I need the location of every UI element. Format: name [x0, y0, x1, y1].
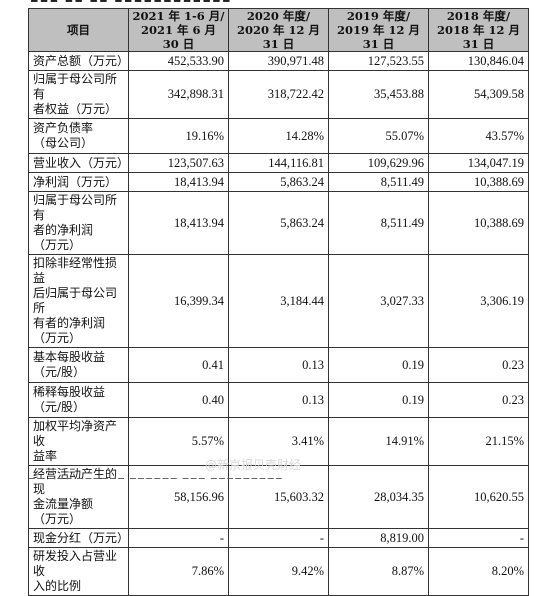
cell-value: 3,306.19	[428, 254, 529, 348]
table-row: 稀释每股收益 （元/股） 0.40 0.13 0.19 0.23	[28, 382, 529, 418]
table-row: 净利润（万元） 18,413.94 5,863.24 8,511.49 10,3…	[28, 172, 529, 192]
table-row: 归属于母公司所有 者的净利润 （万元） 18,413.94 5,863.24 8…	[28, 191, 529, 255]
row-label: 扣除非经常性损益 后归属于母公司所 有者的净利润 （万元）	[28, 254, 129, 348]
cell-value: 10,388.69	[428, 191, 529, 255]
cell-value: -	[228, 528, 329, 548]
cell-value: 8,819.00	[328, 528, 429, 548]
cell-value: 43.57%	[428, 118, 529, 154]
header-period-line: 2021 年 6 月 30 日	[140, 23, 217, 51]
cell-value: 5,863.24	[228, 172, 329, 192]
table-header-row: 项目 2021 年 1-6 月/ 2021 年 6 月 30 日 2020 年度…	[28, 8, 529, 52]
table-row: 基本每股收益 （元/股） 0.41 0.13 0.19 0.23	[28, 347, 529, 383]
cell-value: 14.28%	[228, 118, 329, 154]
table-row: 资产负债率 （母公司） 19.16% 14.28% 55.07% 43.57%	[28, 118, 529, 154]
table-row: 现金分红（万元） - - 8,819.00 -	[28, 528, 529, 548]
cell-value: 0.41	[128, 347, 229, 383]
header-period-2021h1: 2021 年 1-6 月/ 2021 年 6 月 30 日	[128, 8, 229, 52]
cell-value: 8.87%	[328, 547, 429, 596]
row-label: 基本每股收益 （元/股）	[28, 347, 129, 383]
header-period-2020: 2020 年度/ 2020 年 12 月 31 日	[228, 8, 329, 52]
table-row: 营业收入（万元） 123,507.63 144,116.81 109,629.9…	[28, 153, 529, 173]
header-period-line: 2020 年 12 月 31 日	[236, 23, 321, 51]
row-label: 资产负债率 （母公司）	[28, 118, 129, 154]
header-period-line: 2019 年度/	[346, 9, 411, 23]
cell-value: 54,309.58	[428, 70, 529, 119]
cell-value: 0.19	[328, 347, 429, 383]
cell-value: 5,863.24	[228, 191, 329, 255]
table-row: 扣除非经常性损益 后归属于母公司所 有者的净利润 （万元） 16,399.34 …	[28, 254, 529, 348]
header-period-line: 2020 年度/	[246, 9, 311, 23]
cell-value: 0.13	[228, 347, 329, 383]
top-cropped-text: ▪▪▪ ▪▪ ▪▪ ▪▪▪▪▪▪▪▪▪▪▪▪	[0, 0, 550, 8]
cell-value: 55.07%	[328, 118, 429, 154]
cell-value: 16,399.34	[128, 254, 229, 348]
header-period-line: 2019 年 12 月 31 日	[336, 23, 421, 51]
cell-value: 109,629.96	[328, 153, 429, 173]
cell-value: 8,511.49	[328, 172, 429, 192]
header-period-2018: 2018 年度/ 2018 年 12 月 31 日	[428, 8, 529, 52]
cell-value: 7.86%	[128, 547, 229, 596]
row-label: 加权平均净资产收 益率	[28, 417, 129, 466]
row-label: 研发投入占营业收 入的比例	[28, 547, 129, 596]
row-label: 归属于母公司所有 者的净利润 （万元）	[28, 191, 129, 255]
cell-value: -	[428, 528, 529, 548]
cell-value: 3,184.44	[228, 254, 329, 348]
cell-value: 18,413.94	[128, 191, 229, 255]
header-item: 项目	[28, 8, 129, 52]
cell-value: 452,533.90	[128, 51, 229, 71]
cell-value: 10,388.69	[428, 172, 529, 192]
cell-value: 123,507.63	[128, 153, 229, 173]
cell-value: 0.19	[328, 382, 429, 418]
table-row: 归属于母公司所有 者权益（万元） 342,898.31 318,722.42 3…	[28, 70, 529, 119]
header-period-line: 2018 年度/	[446, 9, 511, 23]
cell-value: 390,971.48	[228, 51, 329, 71]
table-row: 研发投入占营业收 入的比例 7.86% 9.42% 8.87% 8.20%	[28, 547, 529, 596]
row-label: 资产总额（万元）	[28, 51, 129, 71]
table-row: 资产总额（万元） 452,533.90 390,971.48 127,523.5…	[28, 51, 529, 71]
header-period-line: 2018 年 12 月 31 日	[436, 23, 521, 51]
bottom-cropped-text: ▪▪ ▪▪▪ ▪▪▪▪▪▪ ▪▪▪▪▪▪ ▪▪▪ ▪▪▪▪▪▪▪▪▪	[28, 472, 528, 479]
cell-value: 18,413.94	[128, 172, 229, 192]
cell-value: -	[128, 528, 229, 548]
table-row: 加权平均净资产收 益率 5.57% 3.41% 14.91% 21.15%	[28, 417, 529, 466]
cell-value: 144,116.81	[228, 153, 329, 173]
cell-value: 21.15%	[428, 417, 529, 466]
cell-value: 35,453.88	[328, 70, 429, 119]
row-label: 现金分红（万元）	[28, 528, 129, 548]
cell-value: 0.23	[428, 382, 529, 418]
cell-value: 14.91%	[328, 417, 429, 466]
cell-value: 127,523.55	[328, 51, 429, 71]
cell-value: 342,898.31	[128, 70, 229, 119]
cell-value: 130,846.04	[428, 51, 529, 71]
watermark-text: @新京报贝壳财经	[205, 458, 302, 472]
cell-value: 9.42%	[228, 547, 329, 596]
header-period-line: 2021 年 1-6 月/	[132, 9, 225, 23]
row-label: 归属于母公司所有 者权益（万元）	[28, 70, 129, 119]
cell-value: 8,511.49	[328, 191, 429, 255]
cell-value: 318,722.42	[228, 70, 329, 119]
cell-value: 134,047.19	[428, 153, 529, 173]
row-label: 稀释每股收益 （元/股）	[28, 382, 129, 418]
cell-value: 0.40	[128, 382, 229, 418]
cell-value: 8.20%	[428, 547, 529, 596]
cell-value: 3,027.33	[328, 254, 429, 348]
header-period-2019: 2019 年度/ 2019 年 12 月 31 日	[328, 8, 429, 52]
row-label: 营业收入（万元）	[28, 153, 129, 173]
cell-value: 0.23	[428, 347, 529, 383]
financial-data-table: 项目 2021 年 1-6 月/ 2021 年 6 月 30 日 2020 年度…	[28, 8, 529, 596]
cell-value: 0.13	[228, 382, 329, 418]
cell-value: 19.16%	[128, 118, 229, 154]
row-label: 净利润（万元）	[28, 172, 129, 192]
